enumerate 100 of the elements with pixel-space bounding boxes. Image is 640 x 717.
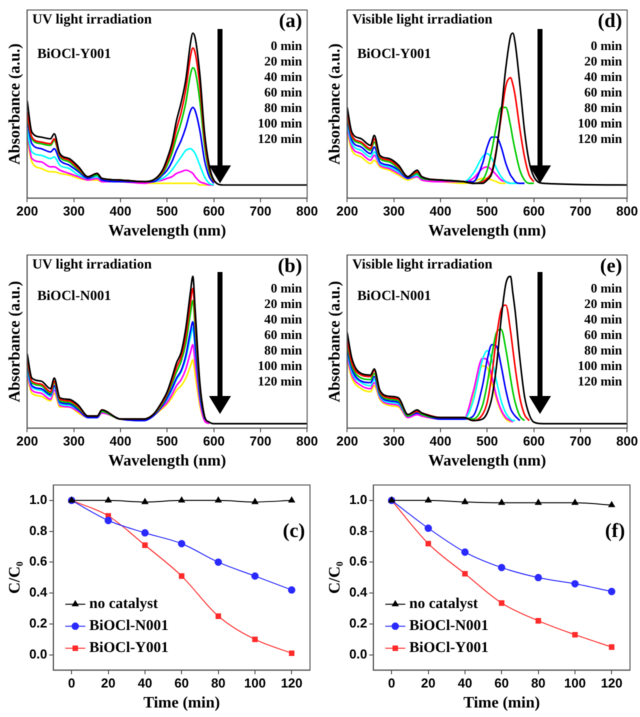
x-tick-label: 300 xyxy=(383,434,405,449)
text: BiOCl-N001 xyxy=(37,289,112,304)
annotation: 100 min xyxy=(578,358,623,374)
x-tick-label: 80 xyxy=(531,676,546,691)
x-tick-label: 120 xyxy=(600,676,623,691)
annotation: 80 min xyxy=(584,100,623,115)
y-tick-label: 0.2 xyxy=(349,615,368,630)
x-tick-label: 20 xyxy=(421,676,436,691)
x-tick-label: 500 xyxy=(476,434,498,449)
x-tick-label: 0 xyxy=(68,676,76,691)
annotation: 120 min xyxy=(578,374,623,389)
annotation: 0 min xyxy=(590,280,623,296)
chart-title: Visible light irradiation xyxy=(352,12,493,28)
annotation: 100 min xyxy=(578,115,623,130)
x-axis-title: Time (min) xyxy=(463,694,540,712)
x-tick-label: 700 xyxy=(250,434,272,449)
x-tick-label: 700 xyxy=(570,204,592,219)
y-tick-label: 0.4 xyxy=(349,584,368,600)
x-tick-label: 40 xyxy=(138,676,152,691)
x-tick-label: 300 xyxy=(63,204,85,219)
y-tick-label: 0.8 xyxy=(349,522,368,538)
x-tick-label: 800 xyxy=(296,204,318,219)
x-tick-label: 700 xyxy=(570,434,592,449)
x-tick-label: 80 xyxy=(211,676,226,691)
y-axis-title: C/C₀ xyxy=(326,561,344,594)
annotation: 60 min xyxy=(264,327,303,342)
annotation: 60 min xyxy=(584,327,623,342)
y-tick-label: 0.8 xyxy=(29,522,48,538)
annotation: 20 min xyxy=(264,53,303,68)
x-axis-title: Wavelength (nm) xyxy=(108,452,226,470)
annotation: 40 min xyxy=(264,312,303,327)
x-tick-label: 400 xyxy=(110,204,132,219)
annotation: 100 min xyxy=(258,115,303,130)
x-axis-title: Time (min) xyxy=(143,694,220,712)
legend-label: no catalyst xyxy=(409,596,478,612)
y-axis-title: Absorbance (a.u.) xyxy=(6,280,24,402)
x-tick-label: 0 xyxy=(388,676,396,691)
x-tick-label: 400 xyxy=(110,434,132,449)
annotation: 80 min xyxy=(264,342,303,358)
x-axis-title: Wavelength (nm) xyxy=(428,222,546,240)
x-tick-label: 20 xyxy=(101,676,116,691)
annotation: 20 min xyxy=(584,53,623,68)
x-tick-label: 60 xyxy=(494,676,509,691)
annotation: 20 min xyxy=(264,296,303,312)
x-tick-label: 120 xyxy=(280,676,303,691)
x-tick-label: 700 xyxy=(250,204,272,219)
legend-label: BiOCl-Y001 xyxy=(409,640,488,656)
x-tick-label: 60 xyxy=(174,676,189,691)
y-tick-label: 1.0 xyxy=(29,492,48,508)
x-tick-label: 200 xyxy=(336,434,358,449)
y-tick-label: 0.0 xyxy=(349,646,368,662)
x-tick-label: 200 xyxy=(336,204,358,219)
annotation: 120 min xyxy=(258,374,303,389)
legend-label: no catalyst xyxy=(89,596,158,612)
y-tick-label: 0.6 xyxy=(349,554,368,569)
y-tick-label: 0.6 xyxy=(29,554,48,569)
annotation: 40 min xyxy=(584,312,623,327)
y-tick-label: 0.4 xyxy=(29,584,48,600)
y-axis-title: Absorbance (a.u.) xyxy=(6,43,24,165)
annotation: 60 min xyxy=(584,84,623,100)
x-tick-label: 500 xyxy=(156,204,178,219)
y-axis-title: C/C₀ xyxy=(6,561,24,594)
x-tick-label: 400 xyxy=(430,434,452,449)
annotation: (e) xyxy=(600,255,622,278)
text: (a) xyxy=(278,10,302,32)
text: (d) xyxy=(598,10,622,32)
x-axis-title: Wavelength (nm) xyxy=(428,452,546,470)
x-tick-label: 500 xyxy=(156,434,178,449)
x-tick-label: 100 xyxy=(564,676,586,691)
annotation: 20 min xyxy=(584,296,623,312)
y-tick-label: 0.0 xyxy=(29,646,48,662)
annotation: (b) xyxy=(278,255,302,278)
annotation: 60 min xyxy=(264,84,303,100)
chart-title: Visible light irradiation xyxy=(352,258,493,273)
x-tick-label: 600 xyxy=(202,204,225,219)
annotation: 100 min xyxy=(258,358,303,374)
annotation: 0 min xyxy=(270,280,303,296)
chart-title: UV light irradiation xyxy=(32,258,152,273)
x-tick-label: 200 xyxy=(16,204,38,219)
legend-label: BiOCl-N001 xyxy=(89,618,168,634)
legend-label: BiOCl-Y001 xyxy=(89,640,168,656)
text: BiOCl-N001 xyxy=(357,289,432,304)
text: BiOCl-Y001 xyxy=(357,47,432,62)
x-tick-label: 400 xyxy=(430,204,452,219)
annotation: (f) xyxy=(605,520,625,542)
x-tick-label: 600 xyxy=(522,204,545,219)
x-tick-label: 100 xyxy=(244,676,266,691)
annotation: (c) xyxy=(282,520,305,542)
annotation: 80 min xyxy=(264,100,303,115)
annotation: 80 min xyxy=(584,342,623,358)
text: BiOCl-Y001 xyxy=(37,47,112,62)
annotation: 120 min xyxy=(258,130,303,146)
chart-title: UV light irradiation xyxy=(32,12,152,28)
legend-label: BiOCl-N001 xyxy=(409,618,488,634)
x-tick-label: 300 xyxy=(63,434,85,449)
x-tick-label: 40 xyxy=(458,676,472,691)
annotation: 40 min xyxy=(584,68,623,84)
annotation: 40 min xyxy=(264,68,303,84)
x-tick-label: 800 xyxy=(296,434,318,449)
y-tick-label: 0.2 xyxy=(29,615,48,630)
